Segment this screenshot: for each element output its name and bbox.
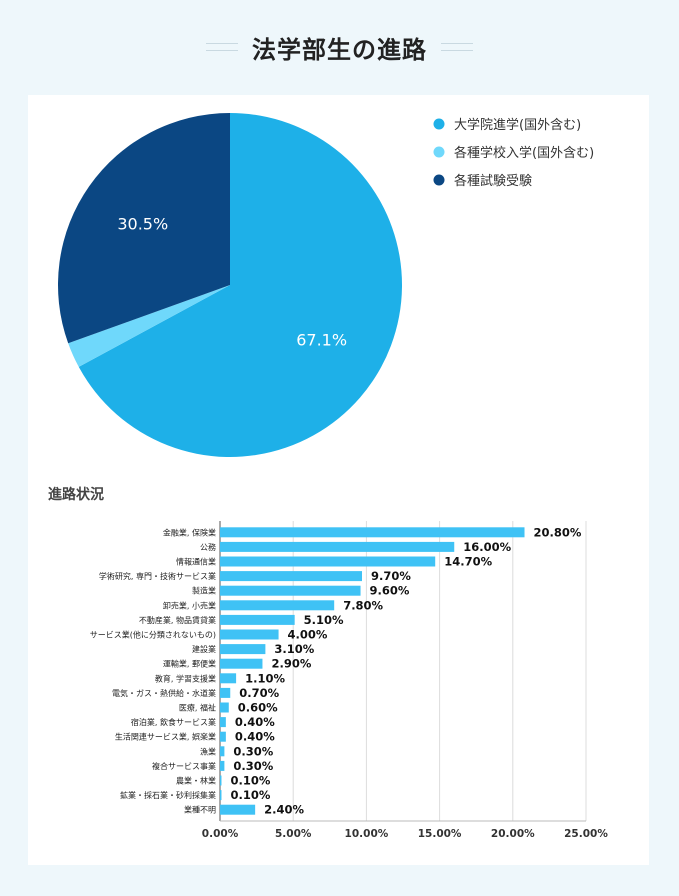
bar bbox=[220, 644, 266, 655]
legend-label: 各種試験受験 bbox=[454, 173, 532, 189]
x-tick-label: 10.00% bbox=[345, 828, 389, 840]
category-label: 学術研究, 専門・技術サービス業 bbox=[99, 571, 216, 581]
category-label: 不動産業, 物品賃貸業 bbox=[139, 615, 216, 625]
bar bbox=[220, 775, 222, 786]
value-label: 0.70% bbox=[239, 686, 279, 700]
bar bbox=[220, 746, 225, 757]
bar bbox=[220, 717, 226, 728]
legend-swatch bbox=[433, 118, 445, 130]
bar bbox=[220, 541, 455, 552]
category-label: 運輸業, 郵便業 bbox=[163, 659, 216, 669]
bar bbox=[220, 629, 279, 640]
value-label: 1.10% bbox=[245, 671, 285, 685]
bar-chart: 進路状況 0.00% 5.00% 10.00% 15.00% 20.00% 25.00% 金融… bbox=[48, 486, 608, 840]
category-label: 業種不明 bbox=[184, 805, 216, 815]
title-row: 法学部生の進路 bbox=[0, 22, 679, 72]
value-label: 9.70% bbox=[371, 569, 411, 583]
bar-chart-title: 進路状況 bbox=[48, 486, 104, 503]
category-label: 電気・ガス・熱供給・水道業 bbox=[112, 688, 216, 698]
value-label: 0.40% bbox=[235, 730, 275, 744]
value-label: 0.30% bbox=[233, 744, 273, 758]
value-label: 14.70% bbox=[444, 555, 492, 569]
bar bbox=[220, 585, 361, 596]
bar bbox=[220, 571, 363, 582]
category-label: 金融業, 保険業 bbox=[163, 527, 216, 537]
legend-label: 大学院進学(国外含む) bbox=[454, 117, 581, 133]
value-label: 0.10% bbox=[230, 788, 270, 802]
value-label: 0.10% bbox=[230, 774, 270, 788]
bar bbox=[220, 658, 263, 669]
category-label: 教育, 学習支援業 bbox=[155, 673, 216, 683]
bar bbox=[220, 687, 231, 698]
bar bbox=[220, 614, 295, 625]
pie-slice-label: 67.1% bbox=[296, 331, 347, 350]
category-label: 卸売業, 小売業 bbox=[163, 600, 216, 610]
x-tick-label: 15.00% bbox=[418, 828, 462, 840]
bar bbox=[220, 760, 225, 771]
value-label: 3.10% bbox=[274, 642, 314, 656]
title-decoration-right bbox=[441, 43, 473, 51]
x-tick-label: 20.00% bbox=[491, 828, 535, 840]
value-label: 2.90% bbox=[271, 657, 311, 671]
category-label: 医療, 福祉 bbox=[179, 703, 216, 713]
bar bbox=[220, 804, 256, 815]
category-label: 宿泊業, 飲食サービス業 bbox=[131, 717, 216, 727]
bar bbox=[220, 731, 226, 742]
pie-slice bbox=[78, 113, 402, 458]
value-label: 4.00% bbox=[288, 628, 328, 642]
category-label: 複合サービス事業 bbox=[152, 761, 216, 771]
pie-slice bbox=[58, 113, 231, 344]
value-label: 20.80% bbox=[534, 525, 582, 539]
chart-card: 67.1% 30.5% 大学院進学(国外含む) 各種学校入学(国外含む) 各種試験受験 … bbox=[28, 95, 649, 865]
bar bbox=[220, 600, 335, 611]
x-tick-label: 5.00% bbox=[275, 828, 312, 840]
pie-slice-label: 30.5% bbox=[117, 215, 168, 234]
value-label: 16.00% bbox=[463, 540, 511, 554]
pie-chart: 67.1% 30.5% 大学院進学(国外含む) 各種学校入学(国外含む) 各種試験受験 bbox=[58, 113, 594, 458]
bar bbox=[220, 527, 525, 538]
value-label: 0.40% bbox=[235, 715, 275, 729]
bar bbox=[220, 673, 237, 684]
value-label: 9.60% bbox=[370, 584, 410, 598]
category-label: 農業・林業 bbox=[176, 776, 216, 786]
x-tick-label: 25.00% bbox=[564, 828, 608, 840]
legend-label: 各種学校入学(国外含む) bbox=[454, 145, 594, 161]
legend-swatch bbox=[433, 174, 445, 186]
bar bbox=[220, 556, 436, 567]
x-tick-label: 0.00% bbox=[202, 828, 239, 840]
bar bbox=[220, 790, 222, 801]
title-decoration-left bbox=[206, 43, 238, 51]
page-title: 法学部生の進路 bbox=[252, 35, 427, 64]
value-label: 2.40% bbox=[264, 803, 304, 817]
bar bbox=[220, 702, 229, 713]
pie-slice bbox=[68, 285, 230, 367]
category-label: 建設業 bbox=[192, 644, 216, 654]
category-label: 情報通信業 bbox=[176, 557, 216, 567]
category-label: 公務 bbox=[200, 542, 216, 552]
value-label: 0.60% bbox=[238, 701, 278, 715]
category-label: サービス業(他に分類されないもの) bbox=[90, 630, 216, 640]
category-label: 製造業 bbox=[192, 586, 216, 596]
category-label: 鉱業・採石業・砂利採集業 bbox=[120, 790, 216, 800]
category-label: 漁業 bbox=[200, 746, 216, 756]
value-label: 5.10% bbox=[304, 613, 344, 627]
legend-swatch bbox=[433, 146, 445, 158]
value-label: 0.30% bbox=[233, 759, 273, 773]
category-label: 生活関連サービス業, 娯楽業 bbox=[115, 732, 216, 742]
value-label: 7.80% bbox=[343, 598, 383, 612]
